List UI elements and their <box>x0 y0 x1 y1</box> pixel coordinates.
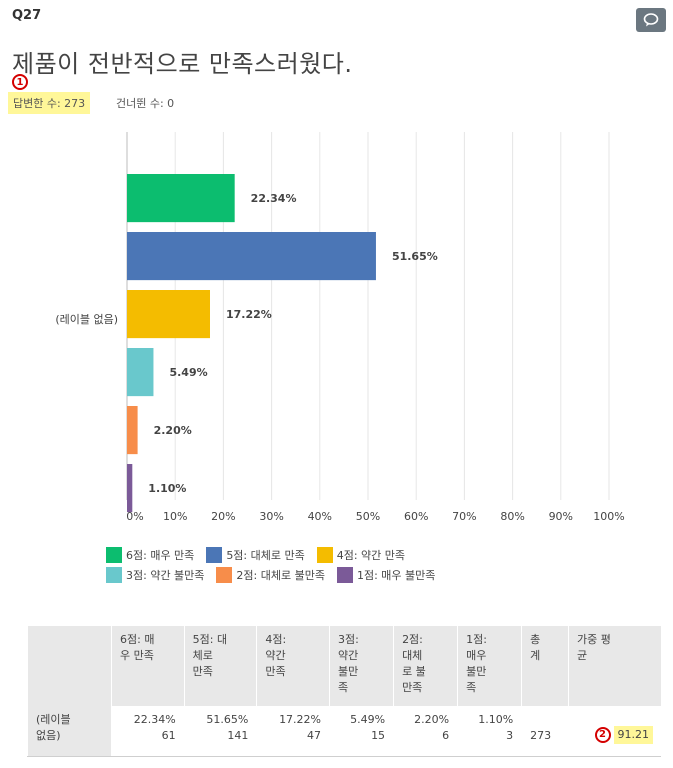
legend-item-5: 5점: 대체로 만족 <box>206 547 305 563</box>
x-tick-label: 30% <box>259 510 283 523</box>
legend-swatch <box>316 547 333 563</box>
legend-label: 6점: 매우 만족 <box>126 549 195 562</box>
table-cell-3: 5.49% 15 <box>329 706 394 757</box>
bar-4 <box>127 290 211 339</box>
bar-6 <box>127 174 235 223</box>
table-cell-2: 2.20% 6 <box>393 706 458 757</box>
bar-2 <box>127 406 138 455</box>
annotation-marker-1: 1 <box>12 74 28 90</box>
data-label-5: 51.65% <box>392 250 438 263</box>
x-tick-label: 40% <box>308 510 332 523</box>
legend-swatch <box>106 567 122 583</box>
legend-label: 4점: 약간 만족 <box>336 549 406 562</box>
comment-button[interactable] <box>636 8 666 32</box>
legend-swatch <box>206 547 223 563</box>
table-header-5: 5점: 대 체로 만족 <box>183 626 257 706</box>
question-number: Q27 <box>12 8 42 23</box>
table-cell-total: 273 <box>521 706 569 757</box>
data-label-6: 22.34% <box>251 192 297 205</box>
x-tick-label: 70% <box>452 510 476 523</box>
x-tick-label: 0% <box>126 510 143 523</box>
data-label-2: 2.20% <box>154 424 192 437</box>
legend-item-2: 2점: 대체로 불만족 <box>216 567 325 583</box>
x-tick-label: 90% <box>549 510 573 523</box>
table-cell-1: 1.10% 3 <box>457 706 522 757</box>
legend-item-1: 1점: 매우 불만족 <box>336 567 436 583</box>
table-header-2: 2점: 대체 로 불 만족 <box>393 626 458 706</box>
legend-label: 2점: 대체로 불만족 <box>236 569 325 582</box>
category-label: (레이블 없음) <box>55 313 118 326</box>
question-title: 제품이 전반적으로 만족스러웠다. <box>12 50 353 78</box>
table-cell-6: 22.34% 61 <box>111 706 185 757</box>
x-tick-label: 100% <box>593 510 624 523</box>
annotation-marker-2: 2 <box>594 727 611 743</box>
speech-bubble-icon <box>643 13 659 27</box>
x-tick-label: 50% <box>356 510 380 523</box>
data-label-1: 1.10% <box>148 482 186 495</box>
x-tick-label: 10% <box>163 510 187 523</box>
x-tick-label: 60% <box>404 510 428 523</box>
bar-5 <box>127 232 376 281</box>
table-header-1: 1점: 매우 불만 족 <box>457 626 522 706</box>
data-label-4: 17.22% <box>226 308 272 321</box>
response-bar-chart: 22.34% 51.65% 17.22% 5.49% 2.20% 1.10% 0% 10% 2… <box>55 132 625 523</box>
table-cell-5: 51.65% 141 <box>183 706 257 757</box>
chart-legend: 6점: 매우 만족 5점: 대체로 만족 4점: 약간 만족 3점: 약간 불만… <box>106 547 576 587</box>
legend-item-6: 6점: 매우 만족 <box>106 547 194 563</box>
legend-label: 5점: 대체로 만족 <box>226 549 305 562</box>
legend-swatch <box>106 547 122 563</box>
table-cell-4: 17.22% 47 <box>256 706 330 757</box>
table-header-4: 4점: 약간 만족 <box>256 626 330 706</box>
table-header-empty <box>27 626 112 706</box>
legend-label: 1점: 매우 불만족 <box>356 569 436 582</box>
legend-item-3: 3점: 약간 불만족 <box>106 567 204 583</box>
legend-item-4: 4점: 약간 만족 <box>316 547 406 563</box>
legend-swatch <box>336 567 353 583</box>
weighted-average: 91.21 <box>613 726 653 744</box>
x-tick-label: 80% <box>500 510 524 523</box>
data-label-3: 5.49% <box>169 366 207 379</box>
legend-swatch <box>216 567 233 583</box>
bar-1 <box>127 464 133 513</box>
x-tick-label: 20% <box>211 510 235 523</box>
table-header-3: 3점: 약간 불만 족 <box>329 626 394 706</box>
table-cell-avg: 2 91.21 <box>568 706 661 757</box>
table-row: (레이블 없음) 22.34% 61 51.65% 141 17.22% 47 5.49… <box>27 706 661 757</box>
skipped-count: 건너뛴 수: 0 <box>116 97 175 110</box>
answered-count: 답변한 수: 273 <box>8 92 91 114</box>
bar-3 <box>127 348 154 397</box>
legend-label: 3점: 약간 불만족 <box>126 569 205 582</box>
table-row-label: (레이블 없음) <box>27 706 112 757</box>
